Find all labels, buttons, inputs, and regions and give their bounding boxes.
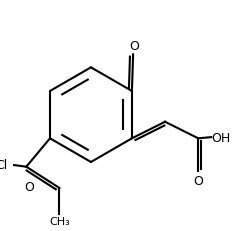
Text: OH: OH bbox=[212, 131, 231, 144]
Text: Cl: Cl bbox=[0, 158, 7, 171]
Text: O: O bbox=[194, 174, 204, 187]
Text: O: O bbox=[25, 181, 35, 194]
Text: O: O bbox=[129, 40, 139, 53]
Text: CH₃: CH₃ bbox=[49, 216, 70, 226]
